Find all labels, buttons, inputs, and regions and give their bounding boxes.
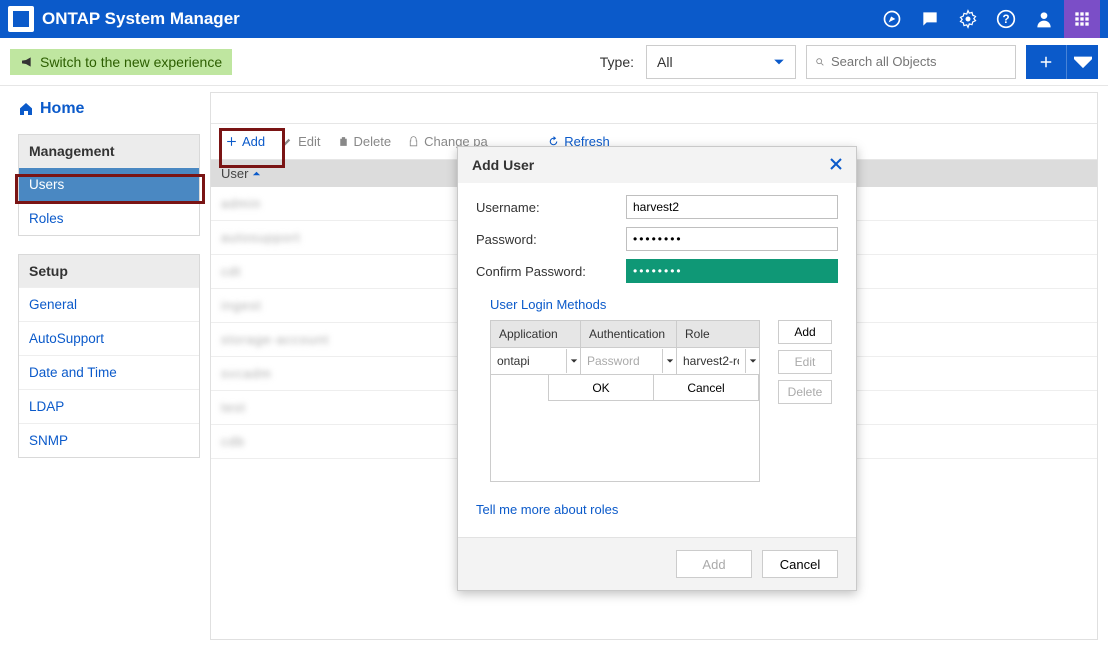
search-input[interactable] <box>831 54 1007 69</box>
sidebar: Home Management Users Roles Setup Genera… <box>0 86 210 650</box>
sidebar-item-datetime[interactable]: Date and Time <box>19 355 199 389</box>
col-authentication: Authentication <box>581 321 677 347</box>
header-add-button[interactable] <box>1026 45 1066 79</box>
application-select[interactable]: ontapi <box>491 348 580 374</box>
apps-icon[interactable] <box>1064 0 1100 38</box>
sidebar-item-autosupport[interactable]: AutoSupport <box>19 321 199 355</box>
methods-add-button[interactable]: Add <box>778 320 832 344</box>
type-value: All <box>657 54 673 70</box>
type-select[interactable]: All <box>646 45 796 79</box>
logo <box>8 6 34 32</box>
sidebar-header: Setup <box>19 255 199 287</box>
row-cancel-button[interactable]: Cancel <box>653 375 759 401</box>
username-label: Username: <box>476 200 626 215</box>
home-icon <box>18 101 34 117</box>
methods-delete-button[interactable]: Delete <box>778 380 832 404</box>
col-application: Application <box>491 321 581 347</box>
type-label: Type: <box>600 54 634 70</box>
dialog-cancel-button[interactable]: Cancel <box>762 550 838 578</box>
username-input[interactable] <box>626 195 838 219</box>
top-header: ONTAP System Manager ? <box>0 0 1108 38</box>
column-user: User <box>221 166 248 181</box>
gear-icon[interactable] <box>950 0 986 38</box>
user-icon[interactable] <box>1026 0 1062 38</box>
close-icon[interactable] <box>830 157 842 173</box>
login-methods-grid: Application Authentication Role ontapi P… <box>490 320 760 482</box>
dialog-add-button[interactable]: Add <box>676 550 752 578</box>
confirm-password-input[interactable] <box>626 259 838 283</box>
dialog-title: Add User <box>472 157 534 173</box>
sidebar-header: Management <box>19 135 199 167</box>
add-user-dialog: Add User Username: Password: Confirm Pas… <box>457 146 857 591</box>
roles-help-link[interactable]: Tell me more about roles <box>476 502 838 517</box>
confirm-label: Confirm Password: <box>476 264 626 279</box>
sidebar-item-ldap[interactable]: LDAP <box>19 389 199 423</box>
sidebar-item-general[interactable]: General <box>19 287 199 321</box>
toolbar-delete-button[interactable]: Delete <box>337 134 392 149</box>
home-label: Home <box>40 100 84 118</box>
role-select[interactable]: harvest2-role <box>677 348 759 374</box>
megaphone-icon <box>20 54 36 70</box>
search-icon <box>815 54 825 70</box>
password-input[interactable] <box>626 227 838 251</box>
switch-banner[interactable]: Switch to the new experience <box>10 49 232 75</box>
header-add-dropdown[interactable] <box>1066 45 1098 79</box>
authentication-select[interactable]: Password <box>581 348 676 374</box>
sub-header: Switch to the new experience Type: All <box>0 38 1108 86</box>
app-title: ONTAP System Manager <box>42 9 874 29</box>
sidebar-group-management: Management Users Roles <box>18 134 200 236</box>
chevron-down-icon <box>773 56 785 68</box>
sidebar-group-setup: Setup General AutoSupport Date and Time … <box>18 254 200 458</box>
sidebar-item-roles[interactable]: Roles <box>19 201 199 235</box>
login-methods-title: User Login Methods <box>490 297 838 312</box>
password-label: Password: <box>476 232 626 247</box>
row-ok-button[interactable]: OK <box>548 375 654 401</box>
sidebar-item-snmp[interactable]: SNMP <box>19 423 199 457</box>
home-link[interactable]: Home <box>18 100 200 118</box>
help-icon[interactable]: ? <box>988 0 1024 38</box>
chat-icon[interactable] <box>912 0 948 38</box>
switch-text: Switch to the new experience <box>40 54 222 70</box>
sort-asc-icon <box>252 169 261 178</box>
toolbar-add-button[interactable]: Add <box>225 134 265 149</box>
search-box[interactable] <box>806 45 1016 79</box>
sidebar-item-users[interactable]: Users <box>19 167 199 201</box>
svg-text:?: ? <box>1002 13 1009 26</box>
toolbar-edit-button[interactable]: Edit <box>281 134 320 149</box>
col-role: Role <box>677 321 759 347</box>
methods-edit-button[interactable]: Edit <box>778 350 832 374</box>
compass-icon[interactable] <box>874 0 910 38</box>
